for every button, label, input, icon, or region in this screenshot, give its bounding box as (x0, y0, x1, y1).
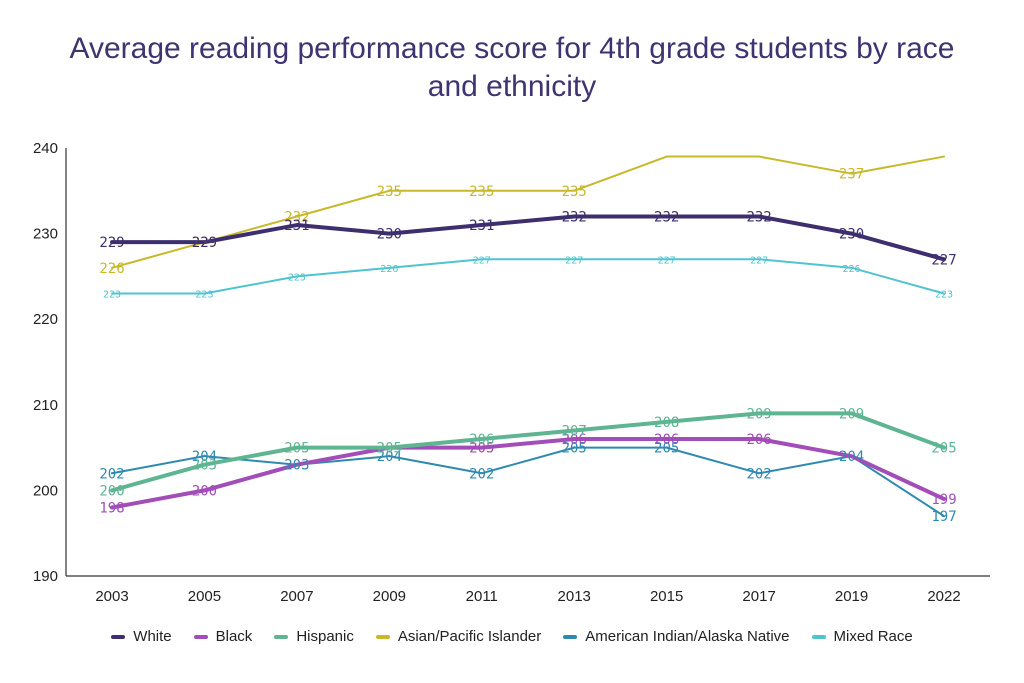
series-line-black (110, 437, 946, 510)
legend-swatch (811, 634, 826, 639)
legend-swatch (111, 634, 126, 639)
y-tick-label: 210 (33, 397, 58, 414)
legend-item-asian-pacific-islander: Asian/Pacific Islander (375, 628, 542, 645)
data-label-mixed-race: 227 (473, 255, 491, 266)
data-label-hispanic: 207 (562, 423, 587, 439)
series-line-hispanic (110, 411, 946, 493)
data-label-hispanic: 208 (654, 415, 679, 431)
data-label-hispanic: 206 (469, 432, 494, 448)
data-label-mixed-race: 227 (565, 255, 583, 266)
x-tick-label: 2017 (742, 588, 775, 605)
x-tick-label: 2015 (650, 588, 683, 605)
data-label-black: 206 (654, 432, 679, 448)
x-tick-label: 2019 (835, 588, 868, 605)
legend-swatch (193, 634, 208, 639)
data-label-asian-pacific-islander: 235 (562, 184, 587, 200)
legend-swatch (274, 634, 289, 639)
data-label-white: 229 (99, 235, 124, 251)
data-label-mixed-race: 227 (750, 255, 768, 266)
data-label-hispanic: 200 (99, 483, 124, 499)
x-tick-label: 2007 (280, 588, 313, 605)
data-label-white: 231 (284, 218, 309, 234)
data-label-mixed-race: 223 (103, 290, 121, 301)
legend-label: Asian/Pacific Islander (397, 628, 542, 645)
data-label-black: 200 (192, 483, 217, 499)
data-label-american-indian-alaska-native: 205 (654, 441, 679, 457)
legend-item-hispanic: Hispanic (274, 628, 354, 645)
x-tick-label: 2003 (95, 588, 128, 605)
chart-title: Average reading performance score for 4t… (0, 30, 1024, 106)
data-label-asian-pacific-islander: 235 (469, 184, 494, 200)
legend-label: American Indian/Alaska Native (585, 628, 790, 645)
data-label-american-indian-alaska-native: 205 (562, 441, 587, 457)
series-line-asian-pacific-islander (111, 155, 945, 269)
data-label-mixed-race: 225 (288, 272, 306, 283)
data-label-black: 199 (931, 492, 956, 508)
data-label-mixed-race: 226 (843, 264, 861, 275)
data-label-white: 232 (746, 209, 771, 225)
data-label-white: 232 (654, 209, 679, 225)
y-tick-label: 200 (33, 482, 58, 499)
data-label-hispanic: 209 (746, 406, 771, 422)
legend-label: Mixed Race (833, 628, 913, 645)
x-tick-label: 2011 (466, 588, 498, 605)
legend-label: Black (215, 628, 253, 645)
data-label-american-indian-alaska-native: 197 (931, 509, 956, 525)
series-line-american-indian-alaska-native (111, 446, 945, 518)
data-label-white: 229 (192, 235, 217, 251)
data-label-black: 205 (469, 441, 494, 457)
x-tick-label: 2005 (188, 588, 221, 605)
y-tick-label: 220 (33, 311, 58, 328)
data-label-american-indian-alaska-native: 202 (469, 466, 494, 482)
data-label-asian-pacific-islander: 232 (284, 209, 309, 225)
x-tick-label: 2009 (373, 588, 406, 605)
data-label-white: 231 (469, 218, 494, 234)
legend-item-american-indian-alaska-native: American Indian/Alaska Native (563, 628, 790, 645)
data-label-american-indian-alaska-native: 204 (192, 449, 217, 465)
data-label-asian-pacific-islander: 226 (99, 261, 124, 277)
data-label-hispanic: 205 (284, 441, 309, 457)
legend-label: Hispanic (296, 628, 354, 645)
data-label-hispanic: 205 (377, 441, 402, 457)
chart-title-line-2: and ethnicity (427, 70, 597, 103)
y-tick-label: 230 (33, 226, 58, 243)
x-tick-label: 2022 (927, 588, 960, 605)
data-label-asian-pacific-islander: 235 (377, 184, 402, 200)
y-tick-label: 240 (33, 140, 58, 157)
data-label-white: 232 (562, 209, 587, 225)
data-label-hispanic: 205 (931, 441, 956, 457)
legend-item-mixed-race: Mixed Race (811, 628, 913, 645)
data-label-asian-pacific-islander: 237 (839, 167, 864, 183)
data-label-hispanic: 203 (192, 458, 217, 474)
data-label-american-indian-alaska-native: 204 (377, 449, 402, 465)
data-label-american-indian-alaska-native: 202 (99, 466, 124, 482)
chart-title-line-1: Average reading performance score for 4t… (69, 32, 955, 65)
data-label-white: 230 (839, 227, 864, 243)
data-label-black: 198 (99, 501, 124, 517)
data-label-black: 206 (562, 432, 587, 448)
data-label-american-indian-alaska-native: 204 (839, 449, 864, 465)
data-label-mixed-race: 226 (380, 264, 398, 275)
chart-legend: White Black Hispanic Asian/Pacific Islander… (0, 628, 1024, 645)
data-label-hispanic: 209 (839, 406, 864, 422)
data-label-white: 230 (377, 227, 402, 243)
x-tick-label: 2013 (558, 588, 591, 605)
legend-item-black: Black (193, 628, 253, 645)
data-label-american-indian-alaska-native: 203 (284, 458, 309, 474)
legend-label: White (133, 628, 172, 645)
legend-swatch (375, 634, 390, 639)
data-label-mixed-race: 223 (195, 290, 213, 301)
series-line-mixed-race (111, 258, 945, 295)
data-label-american-indian-alaska-native: 202 (746, 466, 771, 482)
series-line-white (110, 214, 946, 262)
data-label-asian-pacific-islander: 229 (192, 235, 217, 251)
legend-swatch (563, 634, 578, 639)
y-tick-label: 190 (33, 568, 58, 585)
data-label-mixed-race: 223 (935, 290, 953, 301)
data-label-black: 206 (746, 432, 771, 448)
legend-item-white: White (111, 628, 172, 645)
data-label-white: 227 (931, 252, 956, 268)
data-label-mixed-race: 227 (658, 255, 676, 266)
